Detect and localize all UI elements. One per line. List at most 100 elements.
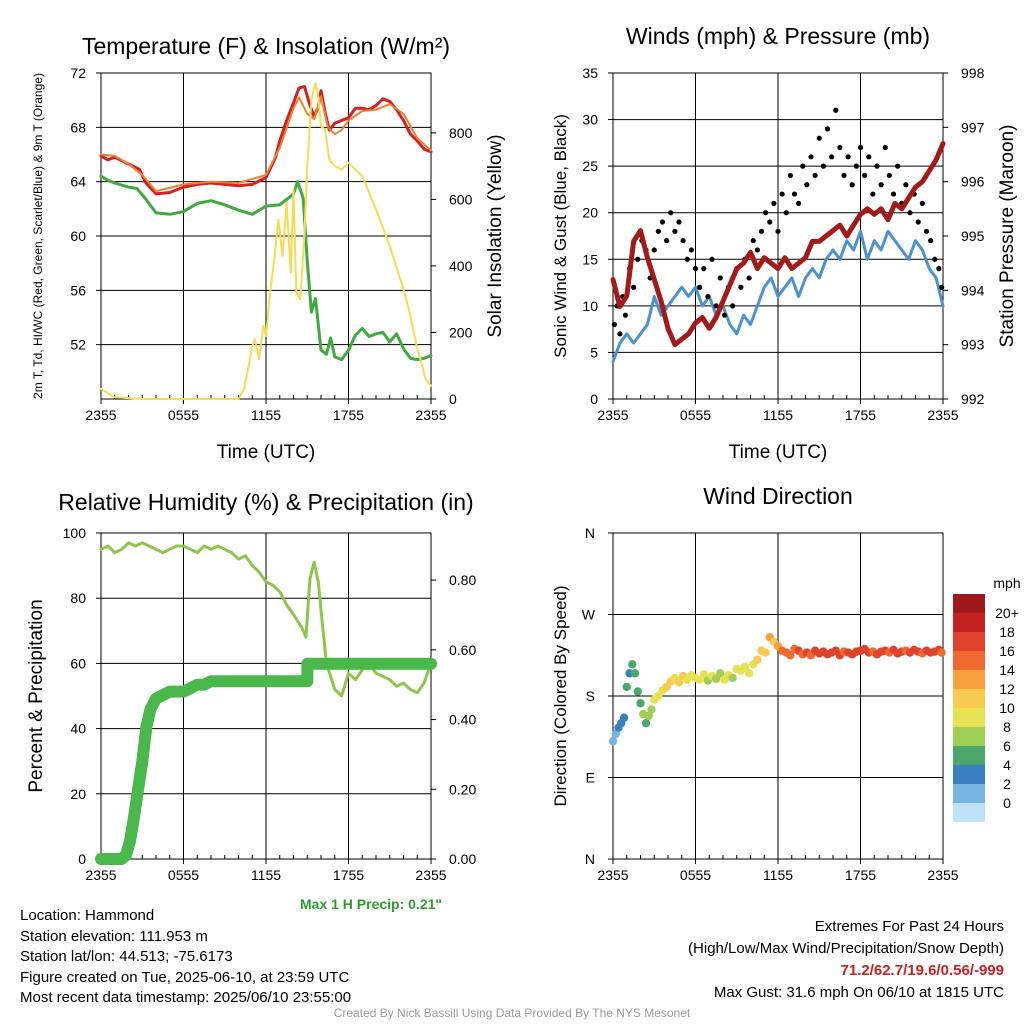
colorbar-label: 18 (999, 624, 1015, 640)
colorbar-label: 12 (999, 681, 1015, 697)
credits: Created By Nick Bassill Using Data Provi… (333, 1006, 691, 1020)
temperature-title: Temperature (F) & Insolation (W/m²) (82, 33, 450, 59)
gust-point (676, 219, 682, 225)
wind-line (611, 229, 945, 364)
gust-point (717, 275, 723, 281)
humidity-precip-ylabel: Percent & Precipitation (26, 599, 47, 792)
y2-tick-label: 995 (961, 228, 985, 244)
y2-tick-label: 0.80 (449, 572, 476, 588)
gust-point (882, 144, 888, 151)
y-tick-label: N (585, 851, 595, 867)
gust-point (841, 172, 847, 179)
wind-direction-panel: Wind Direction 2355 0555 1155 1755 2355NESWN… (551, 483, 1021, 883)
station-elevation: Station elevation: 111.953 m (20, 927, 208, 945)
y-tick-label: 60 (70, 655, 86, 671)
gust-point (857, 144, 864, 151)
gust-point (701, 266, 707, 272)
gust-point (796, 200, 802, 206)
wind-direction-ylabel: Direction (Colored By Speed) (551, 585, 570, 806)
y-tick-label: 35 (582, 65, 598, 81)
gust-point (775, 228, 781, 234)
gust-point (688, 247, 694, 253)
wind-pressure-y2label: Station Pressure (Maroon) (997, 125, 1018, 348)
station-latlon: Station lat/lon: 44.513; -75.6173 (20, 948, 233, 965)
t2m-line (99, 85, 433, 196)
gust-point (895, 163, 901, 169)
y2-tick-label: 994 (961, 282, 985, 298)
x-tick-label: 1755 (845, 407, 876, 423)
direction-point (622, 682, 631, 692)
x-tick-label: 1155 (251, 867, 281, 883)
gust-point (907, 210, 913, 216)
direction-point (716, 669, 725, 678)
temperature-xlabel: Time (UTC) (217, 442, 316, 463)
wind-pressure-panel: Winds (mph) & Pressure (mb) 2355 0555 1155… (551, 23, 1018, 463)
gust-point (668, 210, 674, 216)
extremes-subtitle: (High/Low/Max Wind/Precipitation/Snow De… (688, 940, 1004, 957)
gust-point (680, 238, 686, 244)
y-tick-label: 60 (70, 228, 86, 244)
y2-tick-label: 997 (961, 119, 985, 135)
extremes-info: Extremes For Past 24 Hours (High/Low/Max… (688, 916, 1004, 1004)
y-tick-label: 100 (63, 525, 87, 541)
colorbar-swatch (953, 765, 985, 784)
y2-tick-label: 0.20 (449, 781, 476, 797)
gust-point (915, 219, 921, 225)
y-tick-label: 80 (70, 590, 86, 606)
gust-point (692, 266, 699, 272)
colorbar-swatch (953, 784, 985, 803)
direction-point (740, 662, 750, 672)
gust-point (754, 247, 760, 253)
gust-point (919, 200, 925, 206)
y-tick-label: S (586, 688, 595, 704)
x-tick-label: 2355 (415, 407, 446, 423)
colorbar-swatch (953, 651, 985, 670)
direction-point (699, 670, 708, 679)
gust-point (779, 191, 785, 197)
y-tick-label: 5 (590, 344, 598, 360)
direction-point (628, 660, 637, 669)
gust-point (866, 154, 872, 160)
gust-point (829, 154, 835, 160)
gust-point (804, 182, 810, 188)
gust-point (651, 247, 657, 253)
gust-point (903, 182, 909, 188)
x-tick-label: 1755 (845, 867, 876, 883)
gust-point (709, 256, 715, 262)
x-tick-label: 1755 (333, 407, 364, 423)
precip-line (95, 657, 437, 865)
direction-point (619, 713, 629, 722)
gust-point (886, 172, 892, 179)
x-tick-label: 2355 (85, 867, 116, 883)
y-tick-label: 0 (590, 391, 598, 407)
gust-point (767, 219, 773, 225)
gust-point (862, 172, 868, 179)
colorbar-label: 0 (1003, 795, 1011, 811)
extremes-values: 71.2/62.7/19.6/0.56/-999 (840, 962, 1004, 979)
y-tick-label: E (586, 770, 595, 786)
direction-point (641, 718, 651, 728)
gust-point (812, 172, 818, 179)
gust-point (672, 228, 678, 234)
y-tick-label: 10 (582, 298, 598, 314)
td-line (99, 174, 433, 362)
gust-point (746, 275, 752, 281)
wind-direction-title: Wind Direction (703, 483, 853, 509)
gust-point (845, 154, 851, 160)
y2-tick-label: 600 (449, 191, 473, 207)
temperature-ylabel: 2m T, Td, HI/WC (Red, Green, Scarlet/Blu… (31, 73, 45, 399)
x-tick-label: 2355 (597, 867, 628, 883)
x-tick-label: 0555 (168, 867, 199, 883)
colorbar-swatch (953, 727, 985, 746)
gust-point (750, 238, 756, 244)
wind-pressure-title: Winds (mph) & Pressure (mb) (626, 23, 930, 49)
y-tick-label: 40 (70, 721, 86, 737)
x-tick-label: 0555 (680, 407, 711, 423)
direction-point (728, 673, 737, 683)
gust-point (659, 219, 666, 225)
gust-point (870, 191, 876, 197)
humidity-precip-title: Relative Humidity (%) & Precipitation (i… (58, 489, 473, 515)
temperature-y2label: Solar Insolation (Yellow) (485, 134, 506, 337)
y2-tick-label: 0.60 (449, 642, 476, 658)
